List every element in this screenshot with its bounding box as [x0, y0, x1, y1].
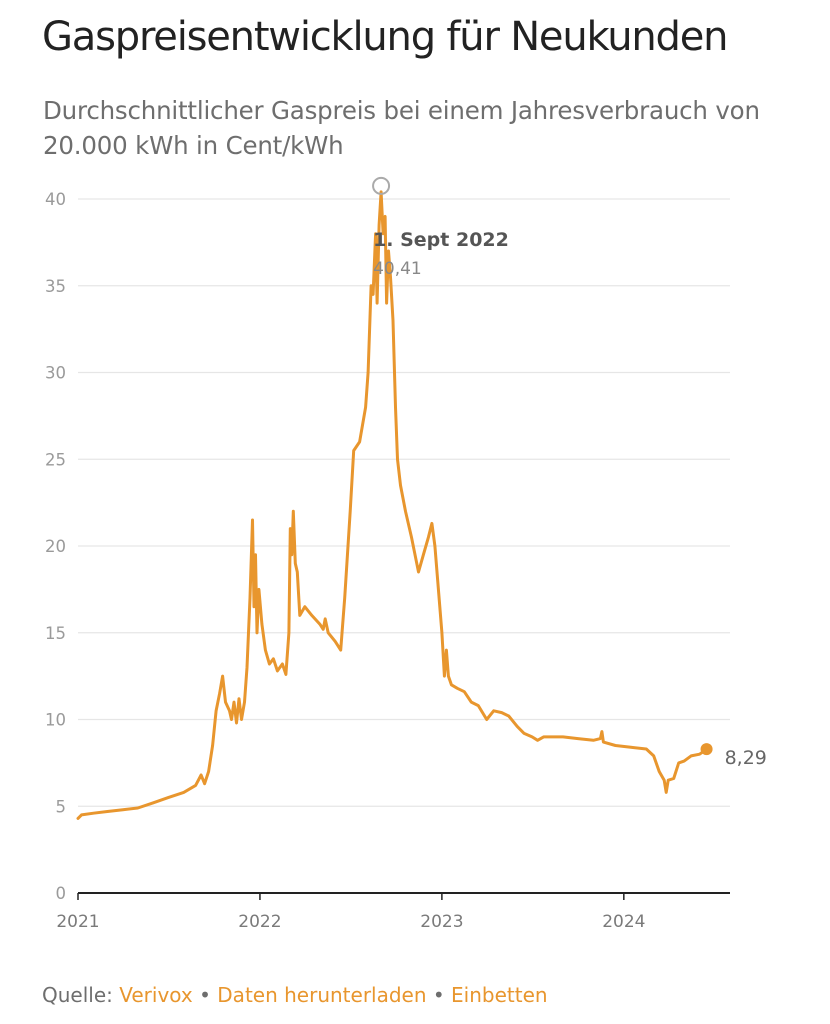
end-value-label: 8,29	[725, 747, 767, 769]
annotation-date-label: 1. Sept 2022	[373, 229, 509, 251]
x-tick-label: 2024	[602, 912, 645, 932]
y-axis-ticks: 0 5 10 15 20 25 30 35 40	[45, 190, 66, 903]
separator: •	[432, 983, 445, 1007]
grid-lines	[78, 198, 730, 807]
source-link[interactable]: Verivox	[119, 983, 193, 1007]
end-point-marker[interactable]	[700, 743, 713, 756]
annotation-value-label: 40,41	[373, 259, 422, 279]
y-tick-label: 25	[45, 450, 66, 469]
x-tick-label: 2021	[56, 912, 99, 932]
source-label: Quelle:	[42, 983, 113, 1007]
peak-marker[interactable]	[372, 176, 391, 195]
y-tick-label: 15	[45, 624, 66, 643]
y-tick-label: 5	[56, 797, 67, 816]
chart-title: Gaspreisentwicklung für Neukunden	[42, 14, 728, 60]
y-tick-label: 40	[45, 190, 66, 209]
series-line[interactable]	[76, 190, 709, 820]
download-data-link[interactable]: Daten herunterladen	[217, 983, 427, 1007]
x-tick-label: 2022	[238, 912, 281, 932]
embed-link[interactable]: Einbetten	[451, 983, 548, 1007]
x-axis-ticks: 2021 2022 2023 2024	[56, 893, 645, 932]
y-tick-label: 20	[45, 537, 66, 556]
chart-subtitle: Durchschnittlicher Gaspreis bei einem Ja…	[43, 96, 760, 160]
line-chart: 0 5 10 15 20 25 30 35 40 2021 2022 2023 2024 1. Sep…	[45, 176, 767, 932]
source-line: Quelle: Verivox • Daten herunterladen • …	[42, 983, 548, 1007]
y-tick-label: 30	[45, 364, 66, 383]
y-tick-label: 0	[56, 884, 67, 903]
separator: •	[199, 983, 211, 1007]
y-tick-label: 10	[45, 711, 66, 730]
x-tick-label: 2023	[420, 912, 463, 932]
y-tick-label: 35	[45, 277, 66, 296]
